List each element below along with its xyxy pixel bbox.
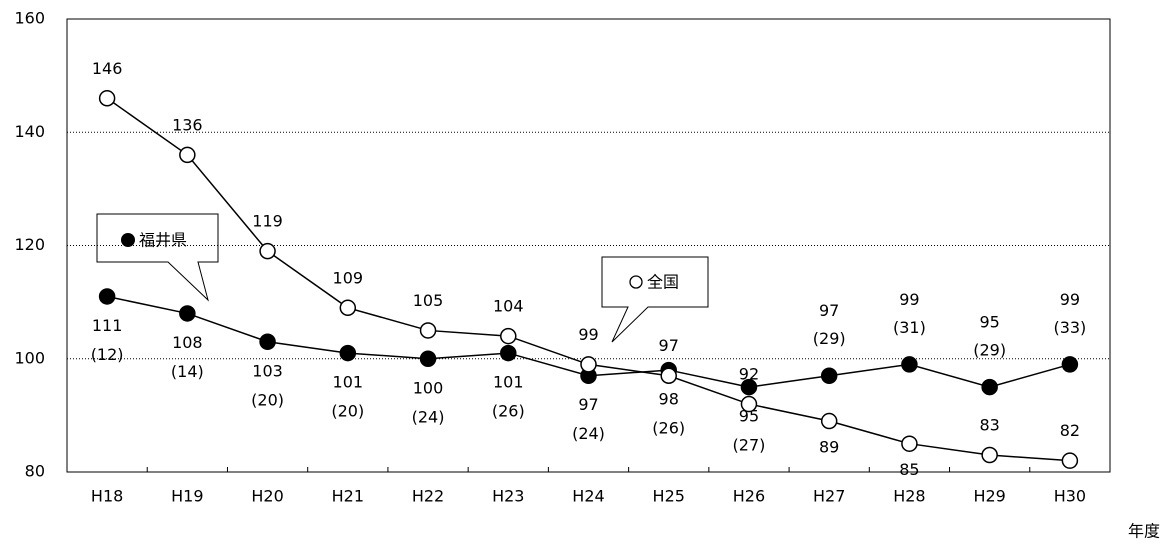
point — [1061, 356, 1079, 373]
data-label: 85 — [899, 460, 919, 479]
rank-label: (29) — [813, 329, 846, 348]
data-label: 99 — [899, 290, 919, 309]
point — [820, 367, 838, 384]
data-label: 92 — [739, 365, 759, 384]
rank-label: (33) — [1053, 318, 1086, 337]
callout-box — [96, 213, 219, 302]
legend-marker — [121, 233, 135, 247]
point — [820, 412, 838, 430]
data-label: 109 — [333, 268, 364, 287]
point — [259, 333, 276, 351]
y-tick-label: 120 — [14, 235, 45, 254]
data-label: 146 — [92, 59, 123, 78]
point — [179, 305, 196, 322]
x-tick-label: H24 — [572, 487, 604, 506]
point — [981, 446, 998, 464]
rank-label: (26) — [492, 402, 525, 421]
x-axis-label: 年度 — [1128, 522, 1160, 541]
point — [981, 378, 998, 396]
rank-label: (12) — [91, 345, 124, 364]
point — [419, 322, 437, 339]
rank-label: (20) — [251, 390, 284, 409]
rank-label: (31) — [893, 318, 926, 337]
rank-label: (24) — [572, 424, 605, 443]
point — [500, 344, 517, 362]
x-tick-label: H26 — [733, 487, 765, 506]
point — [660, 367, 677, 384]
callout-fukui: 福井県 — [96, 213, 219, 302]
x-tick-label: H28 — [893, 487, 925, 506]
point — [98, 288, 116, 305]
point — [1061, 452, 1079, 469]
legend-label: 全国 — [647, 273, 679, 292]
callout-zenkoku: 全国 — [601, 256, 709, 343]
point — [339, 299, 357, 317]
x-tick-label: H27 — [813, 487, 845, 506]
point — [580, 356, 597, 373]
point — [419, 350, 437, 367]
rank-label: (26) — [652, 419, 685, 438]
y-tick-label: 160 — [14, 9, 45, 28]
rank-label: (29) — [973, 341, 1006, 360]
data-label: 99 — [1060, 290, 1080, 309]
point — [901, 356, 918, 373]
x-tick-label: H22 — [412, 487, 444, 506]
point — [259, 242, 276, 260]
x-tick-label: H23 — [492, 487, 524, 506]
y-tick-label: 80 — [25, 462, 45, 481]
data-label: 136 — [172, 115, 203, 134]
data-label: 95 — [739, 407, 759, 426]
y-tick-label: 100 — [14, 348, 45, 367]
rank-label: (14) — [171, 362, 204, 381]
data-label: 97 — [578, 395, 598, 414]
point — [740, 395, 758, 413]
data-label: 83 — [979, 416, 999, 435]
x-tick-label: H21 — [332, 487, 364, 506]
rank-label: (27) — [733, 436, 766, 455]
data-label: 89 — [819, 438, 839, 457]
point — [179, 146, 196, 164]
data-label: 101 — [333, 373, 364, 392]
x-tick-label: H29 — [973, 487, 1005, 506]
point — [740, 378, 758, 396]
data-label: 111 — [92, 316, 123, 335]
data-label: 108 — [172, 333, 203, 352]
legend-marker — [629, 275, 643, 289]
data-label: 100 — [413, 378, 444, 397]
x-tick-label: H19 — [171, 487, 203, 506]
point — [901, 435, 918, 452]
x-tick-label: H20 — [251, 487, 283, 506]
rank-label: (24) — [412, 407, 445, 426]
point — [98, 90, 116, 107]
data-label: 82 — [1060, 421, 1080, 440]
x-tick-label: H18 — [91, 487, 123, 506]
data-label: 98 — [659, 390, 679, 409]
data-label: 119 — [252, 212, 283, 231]
point — [339, 344, 357, 362]
x-tick-label: H25 — [653, 487, 685, 506]
data-label: 97 — [819, 301, 839, 320]
data-label: 105 — [413, 291, 444, 310]
data-label: 97 — [659, 336, 679, 355]
legend-label: 福井県 — [139, 231, 187, 250]
callout-box — [601, 256, 709, 343]
point — [500, 327, 517, 345]
data-label: 103 — [252, 361, 283, 380]
data-label: 104 — [493, 297, 524, 316]
data-label: 95 — [979, 313, 999, 332]
rank-label: (20) — [331, 402, 364, 421]
y-tick-label: 140 — [14, 122, 45, 141]
data-label: 101 — [493, 373, 524, 392]
x-tick-label: H30 — [1054, 487, 1086, 506]
data-label: 99 — [578, 325, 598, 344]
